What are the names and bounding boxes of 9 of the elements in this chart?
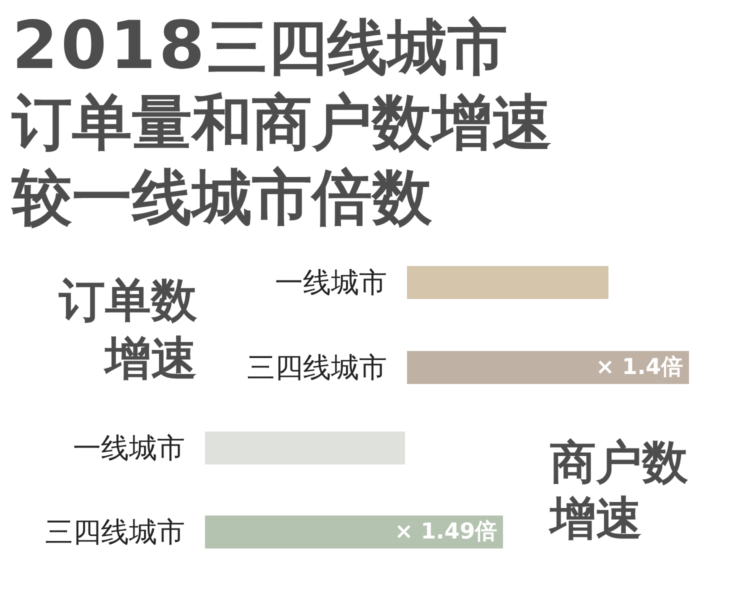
data-label: × 1.4倍 xyxy=(596,355,683,380)
y-axis-title: 订单数增速 xyxy=(58,273,198,385)
y-tick-label: 三四线城市 xyxy=(45,516,185,548)
y-tick-label: 一线城市 xyxy=(73,432,185,464)
chart-title: 2018三四线城市订单量和商户数增速较一线城市倍数 xyxy=(12,7,553,235)
data-label: × 1.49倍 xyxy=(394,520,497,544)
y-axis-title: 商户数增速 xyxy=(548,435,689,545)
y-tick-label: 一线城市 xyxy=(275,266,387,299)
y-tick-label: 三四线城市 xyxy=(247,351,387,384)
